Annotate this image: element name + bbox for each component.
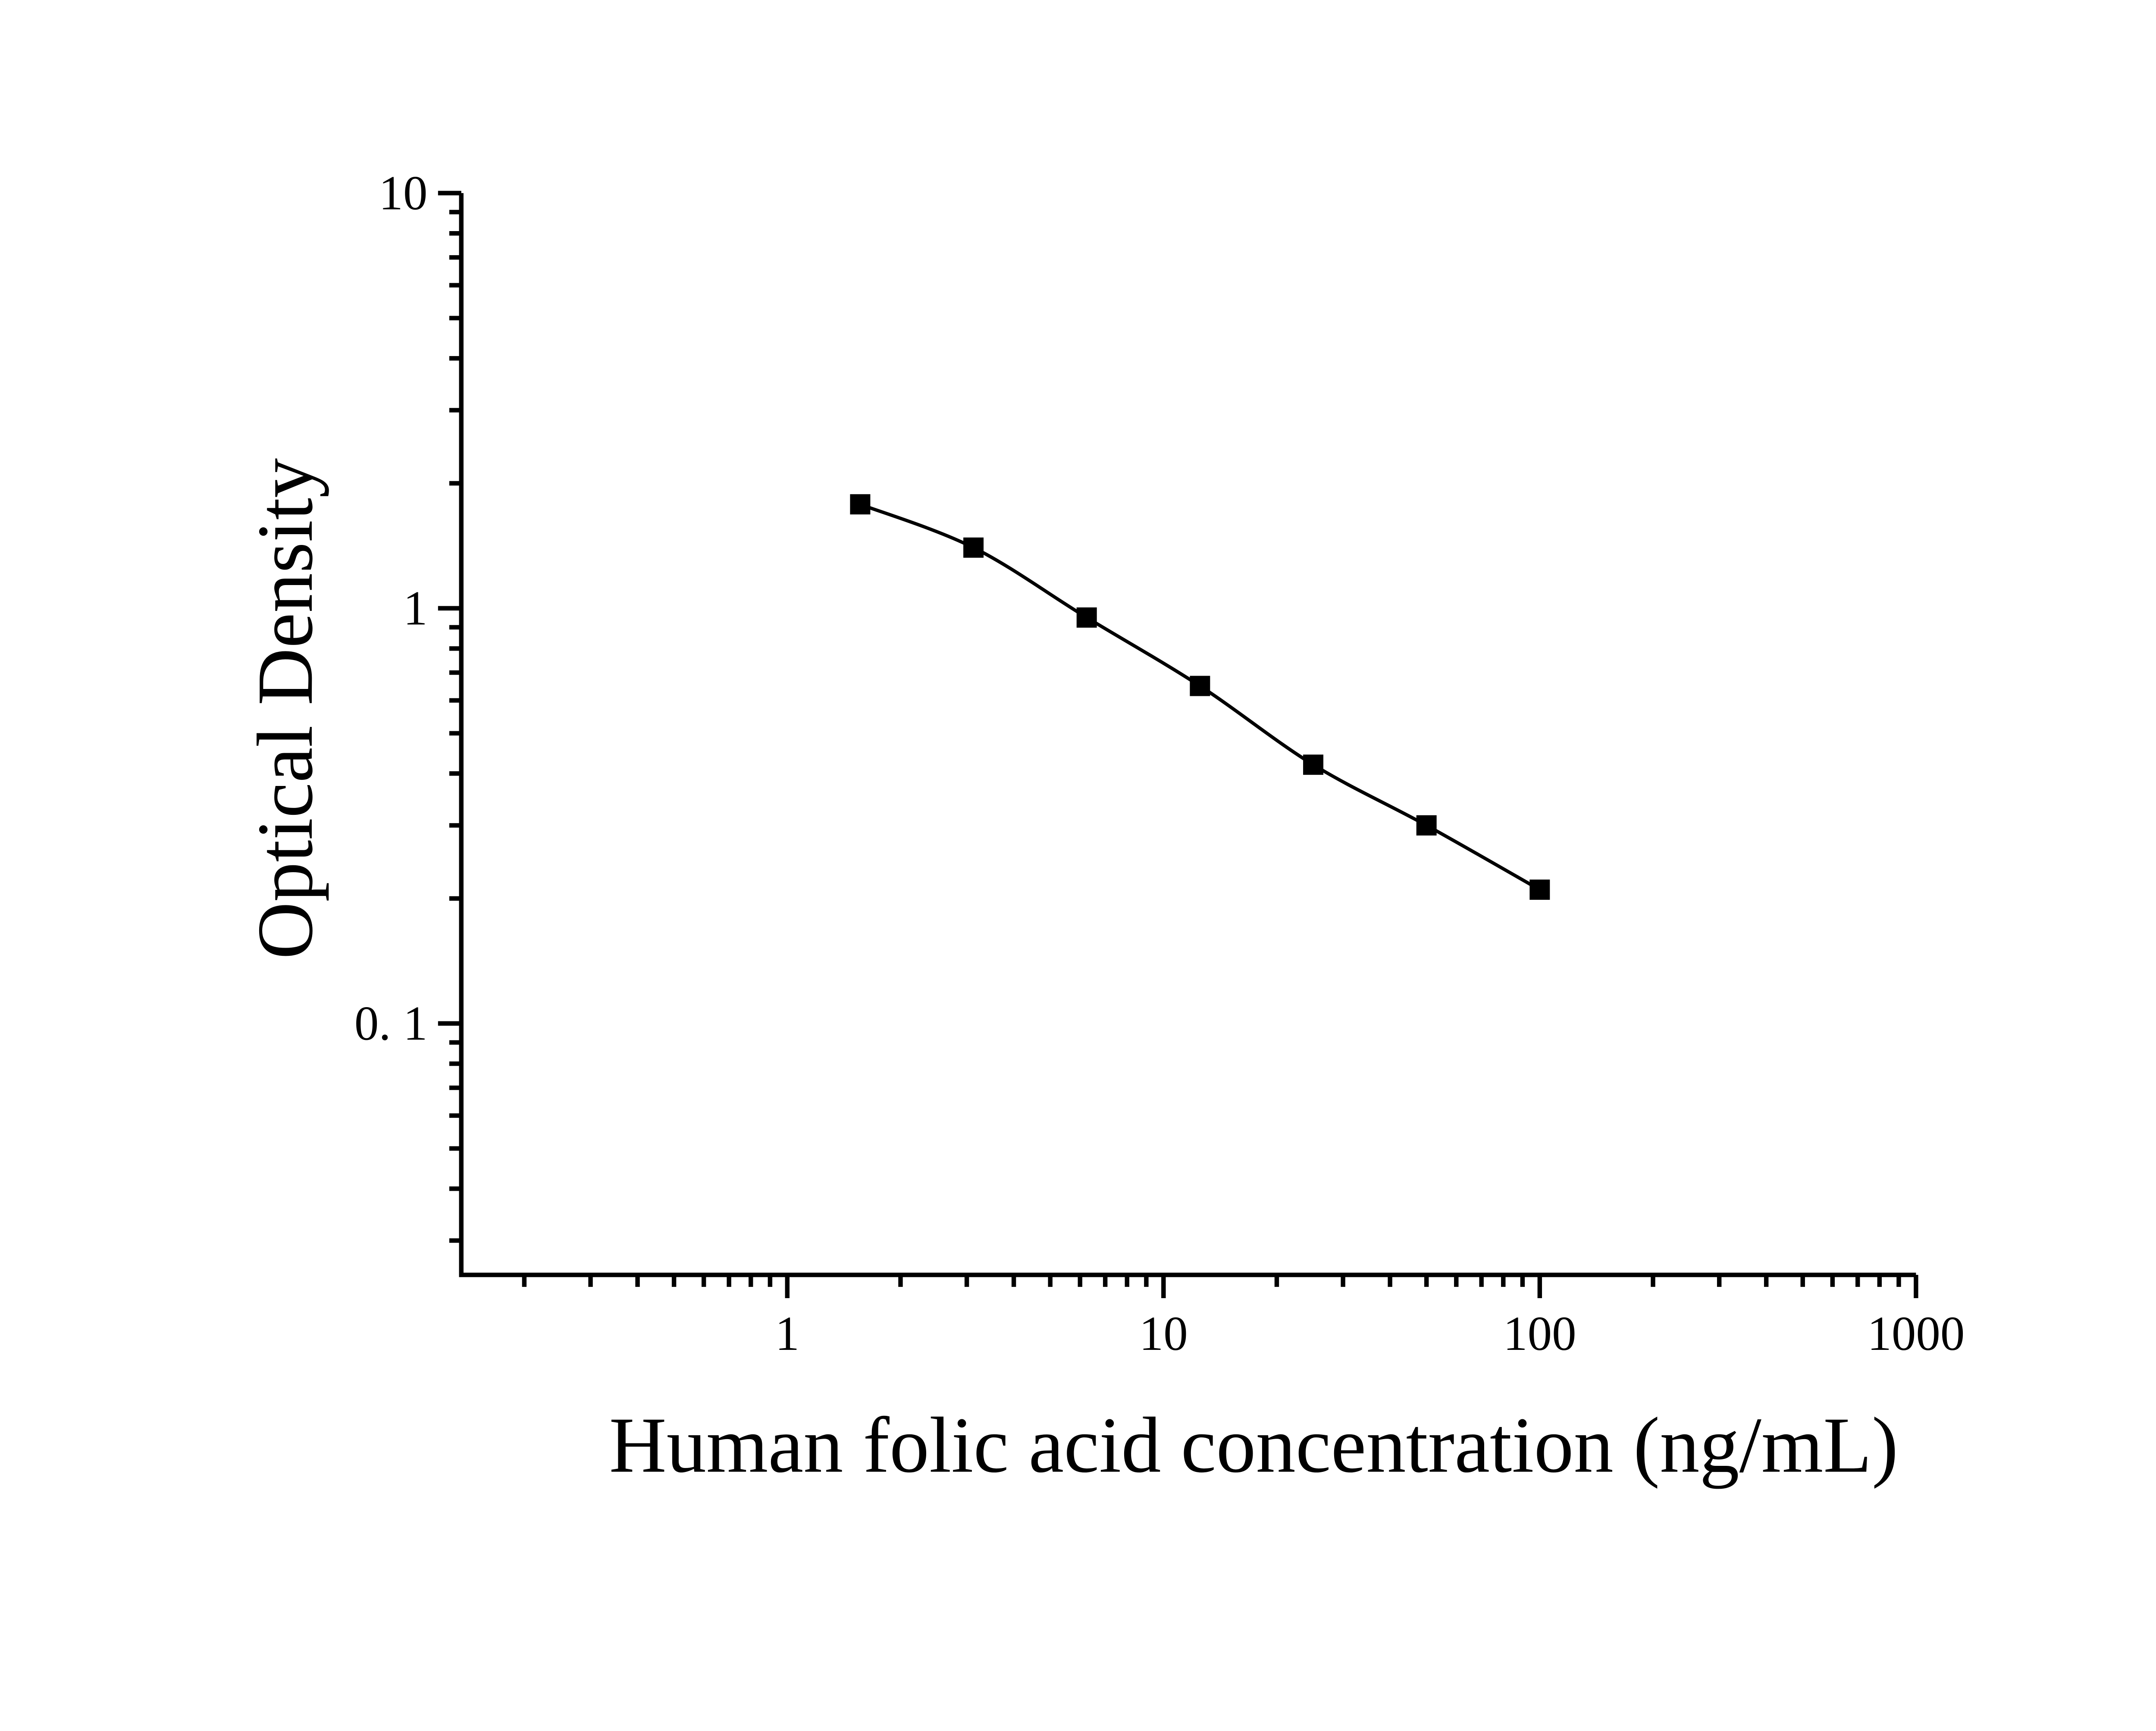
y-tick-label: 1 xyxy=(403,581,428,635)
elisa-standard-curve-figure: 1 10 100 1000 10 1 0. 1 Human folic acid conce… xyxy=(241,166,1965,1489)
data-point xyxy=(1076,607,1097,628)
data-point xyxy=(850,494,871,515)
y-tick-label: 10 xyxy=(379,166,427,220)
chart-canvas: 1 10 100 1000 10 1 0. 1 Human folic acid conce… xyxy=(241,166,1965,1489)
data-point xyxy=(963,537,984,558)
tick-labels: 1 10 100 1000 10 1 0. 1 xyxy=(354,166,1965,1361)
x-tick-label: 1000 xyxy=(1867,1307,1965,1361)
standard-curve xyxy=(859,503,1541,892)
y-axis-title: Optical Density xyxy=(241,458,329,959)
data-point xyxy=(1529,880,1550,900)
x-tick-label: 10 xyxy=(1139,1307,1188,1361)
axis-ticks xyxy=(438,191,1918,1298)
axes xyxy=(459,193,1916,1277)
x-tick-label: 1 xyxy=(775,1307,800,1361)
data-point xyxy=(1416,815,1437,836)
data-points xyxy=(850,494,1550,900)
y-tick-label: 0. 1 xyxy=(354,996,428,1050)
x-tick-label: 100 xyxy=(1503,1307,1576,1361)
axis-lines xyxy=(459,193,1916,1277)
data-point xyxy=(1190,676,1210,696)
x-axis-title: Human folic acid concentration (ng/mL) xyxy=(609,1401,1899,1489)
data-point xyxy=(1303,754,1324,775)
